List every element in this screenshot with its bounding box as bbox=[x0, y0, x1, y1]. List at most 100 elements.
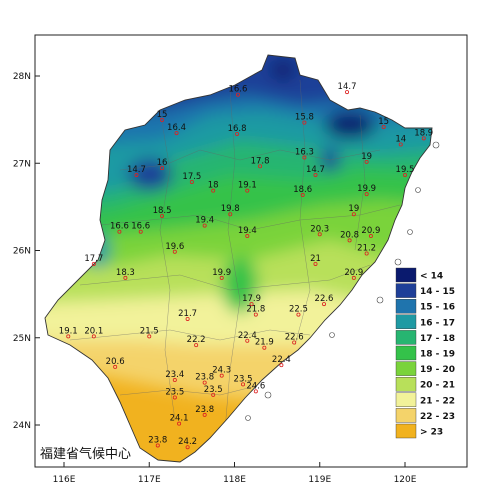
station-value: 19 bbox=[348, 204, 359, 214]
legend-swatch bbox=[395, 345, 417, 361]
station-value: 24.1 bbox=[170, 414, 189, 424]
station-value: 15.8 bbox=[295, 113, 314, 123]
station-marker bbox=[219, 373, 224, 378]
y-tick-label: 26N bbox=[13, 247, 31, 257]
station-marker bbox=[174, 131, 179, 136]
station-marker bbox=[91, 334, 96, 339]
station-value: 22.4 bbox=[238, 331, 257, 341]
station-marker bbox=[160, 213, 165, 218]
station-marker bbox=[185, 316, 190, 321]
station-value: 17.9 bbox=[242, 294, 261, 304]
station-value: 20.9 bbox=[361, 226, 380, 236]
station-value: 18.5 bbox=[153, 206, 172, 216]
y-tick-label: 25N bbox=[13, 334, 31, 344]
legend-label: < 14 bbox=[420, 272, 443, 282]
station-value: 18.9 bbox=[414, 128, 433, 138]
station-marker bbox=[398, 142, 403, 147]
legend: < 14 14 - 15 15 - 16 16 - 17 17 - 18 18 - 19 1… bbox=[395, 267, 455, 439]
station-value: 21 bbox=[310, 254, 321, 264]
station-value: 19.9 bbox=[212, 268, 231, 278]
station-value: 21.2 bbox=[357, 244, 376, 254]
station-value: 19.9 bbox=[357, 184, 376, 194]
station-marker bbox=[296, 312, 301, 317]
station-value: 19.6 bbox=[165, 242, 184, 252]
station-value: 16.8 bbox=[228, 124, 247, 134]
y-tick-label: 28N bbox=[13, 72, 31, 82]
station-marker bbox=[300, 193, 305, 198]
county-boundaries bbox=[69, 79, 401, 431]
station-marker bbox=[235, 131, 240, 136]
y-tick-label: 27N bbox=[13, 159, 31, 169]
station-value: 19.1 bbox=[59, 326, 78, 336]
station-marker bbox=[351, 212, 356, 217]
station-value: 14.7 bbox=[306, 165, 325, 175]
y-axis: 28N 27N 26N 25N 24N bbox=[13, 72, 40, 431]
station-marker bbox=[364, 192, 369, 197]
station-marker bbox=[364, 251, 369, 256]
station-value: 16.3 bbox=[295, 148, 314, 158]
station-marker bbox=[219, 275, 224, 280]
legend-label: 19 - 20 bbox=[420, 365, 455, 375]
station-value: 23.8 bbox=[195, 373, 214, 383]
station-marker bbox=[235, 92, 240, 97]
station-marker bbox=[160, 165, 165, 170]
station-marker bbox=[211, 188, 216, 193]
station-value: 20.3 bbox=[310, 224, 329, 234]
station-marker bbox=[138, 229, 143, 234]
station-value: 24.6 bbox=[246, 381, 265, 391]
legend-swatch bbox=[395, 408, 417, 423]
station-value: 23.5 bbox=[234, 374, 253, 384]
station-value: 24.3 bbox=[212, 366, 231, 376]
legend-label: > 23 bbox=[420, 428, 443, 438]
station-value: 21.9 bbox=[255, 338, 274, 348]
station-value: 22.6 bbox=[315, 294, 334, 304]
station-value: 15 bbox=[378, 117, 389, 127]
station-value: 14.7 bbox=[338, 82, 357, 92]
station-value: 24.2 bbox=[178, 437, 197, 447]
station-value: 15 bbox=[157, 110, 168, 120]
station-marker bbox=[364, 159, 369, 164]
x-tick-label: 119E bbox=[308, 475, 331, 485]
station-value: 19.4 bbox=[195, 216, 214, 226]
station-value: 18.3 bbox=[116, 268, 135, 278]
station-marker bbox=[172, 395, 177, 400]
station-marker bbox=[253, 389, 258, 394]
station-marker bbox=[117, 229, 122, 234]
station-value: 17.8 bbox=[251, 156, 270, 166]
station-value: 14.7 bbox=[127, 165, 146, 175]
station-value: 22.5 bbox=[289, 305, 308, 315]
y-tick-label: 24N bbox=[13, 421, 31, 431]
x-tick-label: 116E bbox=[53, 475, 76, 485]
station-marker bbox=[177, 421, 182, 426]
station-value: 20.6 bbox=[106, 357, 125, 367]
station-marker bbox=[211, 392, 216, 397]
station-value: 22.6 bbox=[285, 332, 304, 342]
station-value: 16.4 bbox=[167, 123, 186, 133]
station-value: 21.5 bbox=[140, 326, 159, 336]
legend-label: 22 - 23 bbox=[420, 412, 455, 422]
legend-label: 15 - 16 bbox=[420, 303, 455, 313]
station-marker bbox=[202, 380, 207, 385]
station-marker bbox=[421, 136, 426, 141]
legend-swatch bbox=[395, 330, 417, 345]
station-value: 23.8 bbox=[195, 405, 214, 415]
station-value: 22.2 bbox=[187, 335, 206, 345]
station-marker bbox=[202, 223, 207, 228]
legend-swatch bbox=[395, 377, 417, 392]
station-value: 17.5 bbox=[182, 172, 201, 182]
station-value: 16.6 bbox=[110, 222, 129, 232]
station-value: 19.4 bbox=[238, 226, 257, 236]
legend-swatch bbox=[395, 299, 417, 314]
legend-label: 14 - 15 bbox=[420, 287, 455, 297]
station-marker bbox=[245, 188, 250, 193]
station-marker bbox=[313, 172, 318, 177]
station-marker bbox=[351, 275, 356, 280]
station-value: 16 bbox=[157, 158, 168, 168]
station-marker bbox=[134, 172, 139, 177]
station-marker bbox=[317, 232, 322, 237]
station-marker bbox=[302, 155, 307, 160]
legend-swatch bbox=[395, 392, 417, 407]
x-tick-label: 118E bbox=[223, 475, 246, 485]
legend-label: 18 - 19 bbox=[420, 350, 455, 360]
